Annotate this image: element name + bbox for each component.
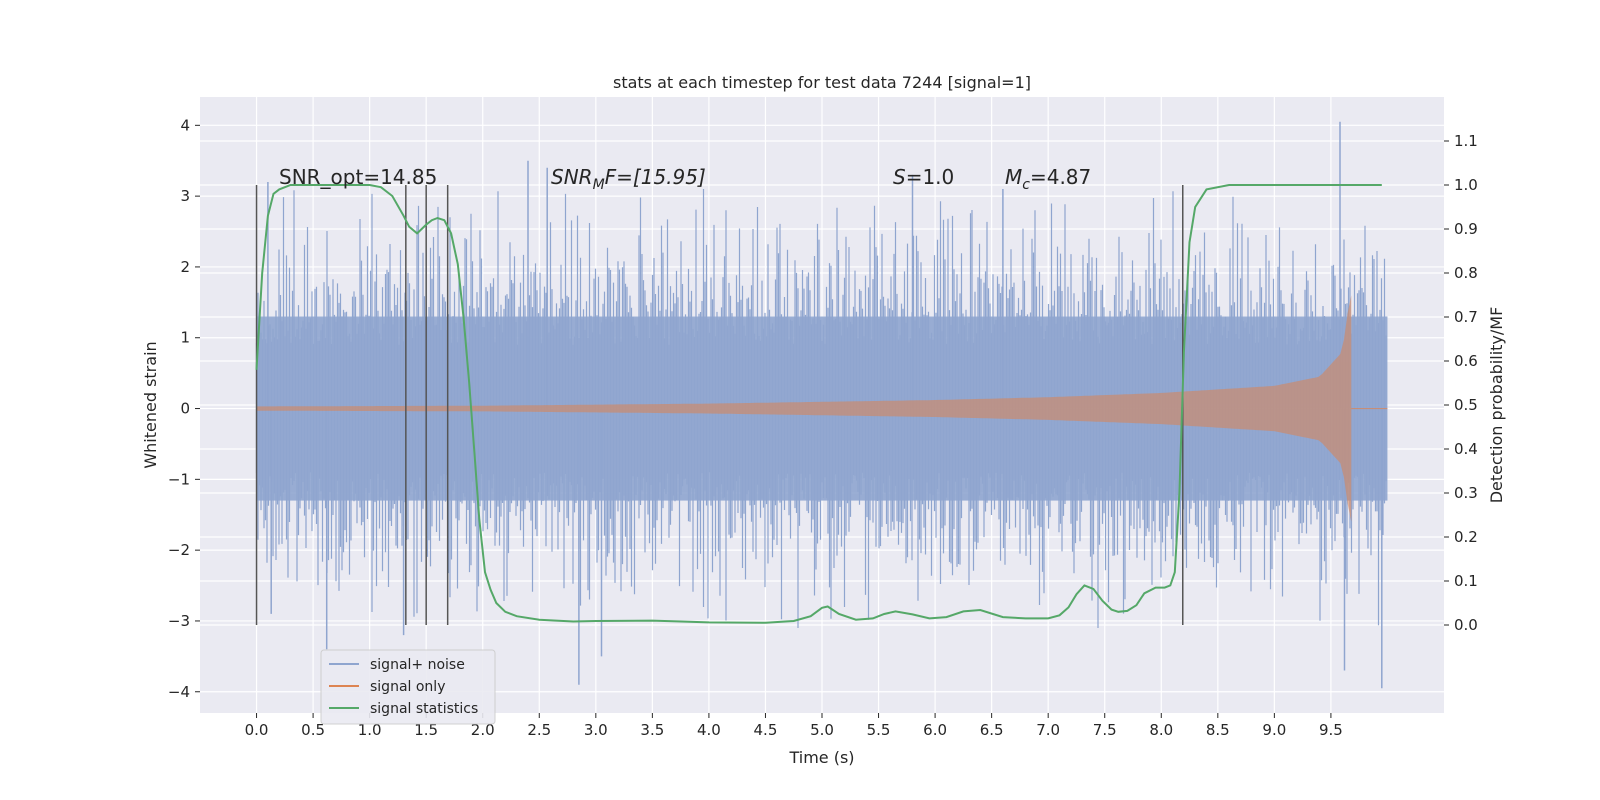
annotation-snr-mf-sub: M xyxy=(593,177,605,193)
legend-label-signal-noise: signal+ noise xyxy=(370,657,465,673)
vertical-markers xyxy=(255,185,1184,625)
annotation-snr-mf-base: SNR xyxy=(551,165,593,189)
x-tick-label-7: 3.5 xyxy=(640,721,664,739)
annotation-s: S=1.0 xyxy=(893,165,954,189)
x-tick-label-3: 1.5 xyxy=(414,721,438,739)
legend-label-signal-only: signal only xyxy=(370,679,445,695)
x-tick-label-11: 5.5 xyxy=(867,721,891,739)
x-tick-label-14: 7.0 xyxy=(1036,721,1060,739)
y-right-tick-label-8: 0.3 xyxy=(1454,484,1478,502)
signal-statistics-series xyxy=(255,184,1382,624)
x-tick-label-16: 8.0 xyxy=(1149,721,1173,739)
annotation-mc-rest: =4.87 xyxy=(1030,165,1091,189)
x-tick-label-6: 3.0 xyxy=(584,721,608,739)
annotation-mc-base: M xyxy=(1005,165,1022,189)
x-tick-label-19: 9.5 xyxy=(1319,721,1343,739)
y-tick-label-7: −3 xyxy=(168,612,190,630)
y-tick-label-4: 0 xyxy=(180,400,190,418)
annotation-s-rest: =1.0 xyxy=(906,165,955,189)
y-tick-label-1: 3 xyxy=(180,187,190,205)
chart-title: stats at each timestep for test data 724… xyxy=(613,73,1031,92)
annotation-snr-mf-rest-f: F=[15.95] xyxy=(605,165,706,189)
legend-box xyxy=(320,649,496,725)
x-tick-label-10: 5.0 xyxy=(810,721,834,739)
y-tick-label-6: −2 xyxy=(168,541,190,559)
y-tick-label-5: −1 xyxy=(168,470,190,488)
legend: signal+ noise signal only signal statist… xyxy=(320,649,496,725)
legend-label-signal-statistics: signal statistics xyxy=(370,701,478,717)
y-right-tick-label-6: 0.5 xyxy=(1454,396,1478,414)
x-tick-label-9: 4.5 xyxy=(754,721,778,739)
x-axis-ticks: 0.0 0.5 1.0 1.5 2.0 2.5 3.0 3.5 4.0 4.5 5.0 5.5 6.0 6… xyxy=(245,713,1343,739)
y-axis-label: Whitened strain xyxy=(141,341,160,468)
y-right-axis-ticks: 1.1 1.0 0.9 0.8 0.7 0.6 0.5 0.4 0.3 0.2 0.1 0.0 xyxy=(1444,132,1478,634)
x-tick-label-18: 9.0 xyxy=(1262,721,1286,739)
y-right-tick-label-4: 0.7 xyxy=(1454,308,1478,326)
annotation-s-base: S xyxy=(893,165,906,189)
x-tick-label-15: 7.5 xyxy=(1093,721,1117,739)
signal-statistics-line xyxy=(255,184,1382,624)
y-tick-label-8: −4 xyxy=(168,683,190,701)
x-tick-label-2: 1.0 xyxy=(358,721,382,739)
y-right-tick-label-11: 0.0 xyxy=(1454,616,1478,634)
y-right-tick-label-1: 1.0 xyxy=(1454,176,1478,194)
x-tick-label-1: 0.5 xyxy=(301,721,325,739)
annotation-snr-opt: SNR_opt=14.85 xyxy=(279,165,437,189)
y-right-tick-label-7: 0.4 xyxy=(1454,440,1478,458)
x-tick-label-12: 6.0 xyxy=(923,721,947,739)
x-tick-label-13: 6.5 xyxy=(980,721,1004,739)
x-tick-label-5: 2.5 xyxy=(527,721,551,739)
y-tick-label-2: 2 xyxy=(180,258,190,276)
signal-only-series xyxy=(256,295,1388,522)
noise-peaks xyxy=(267,121,1383,689)
y-right-tick-label-5: 0.6 xyxy=(1454,352,1478,370)
y-right-tick-label-10: 0.1 xyxy=(1454,572,1478,590)
x-tick-label-8: 4.0 xyxy=(697,721,721,739)
x-axis-label: Time (s) xyxy=(788,748,854,767)
x-tick-label-4: 2.0 xyxy=(471,721,495,739)
y-right-tick-label-3: 0.8 xyxy=(1454,264,1478,282)
y-axis-ticks: 4 3 2 1 0 −1 −2 −3 −4 xyxy=(168,116,200,701)
y-right-tick-label-2: 0.9 xyxy=(1454,220,1478,238)
x-tick-label-0: 0.0 xyxy=(245,721,269,739)
y-right-tick-label-9: 0.2 xyxy=(1454,528,1478,546)
annotation-mc-sub: c xyxy=(1022,177,1030,193)
annotation-snr-mf: SNRMF=[15.95] xyxy=(551,165,706,193)
annotation-mc: Mc=4.87 xyxy=(1005,165,1091,193)
x-tick-label-17: 8.5 xyxy=(1206,721,1230,739)
y-tick-label-3: 1 xyxy=(180,329,190,347)
chirp-envelope xyxy=(256,295,1352,522)
y-tick-label-0: 4 xyxy=(180,116,190,134)
y-right-tick-label-0: 1.1 xyxy=(1454,132,1478,150)
y-right-axis-label: Detection probability/MF xyxy=(1487,307,1506,504)
